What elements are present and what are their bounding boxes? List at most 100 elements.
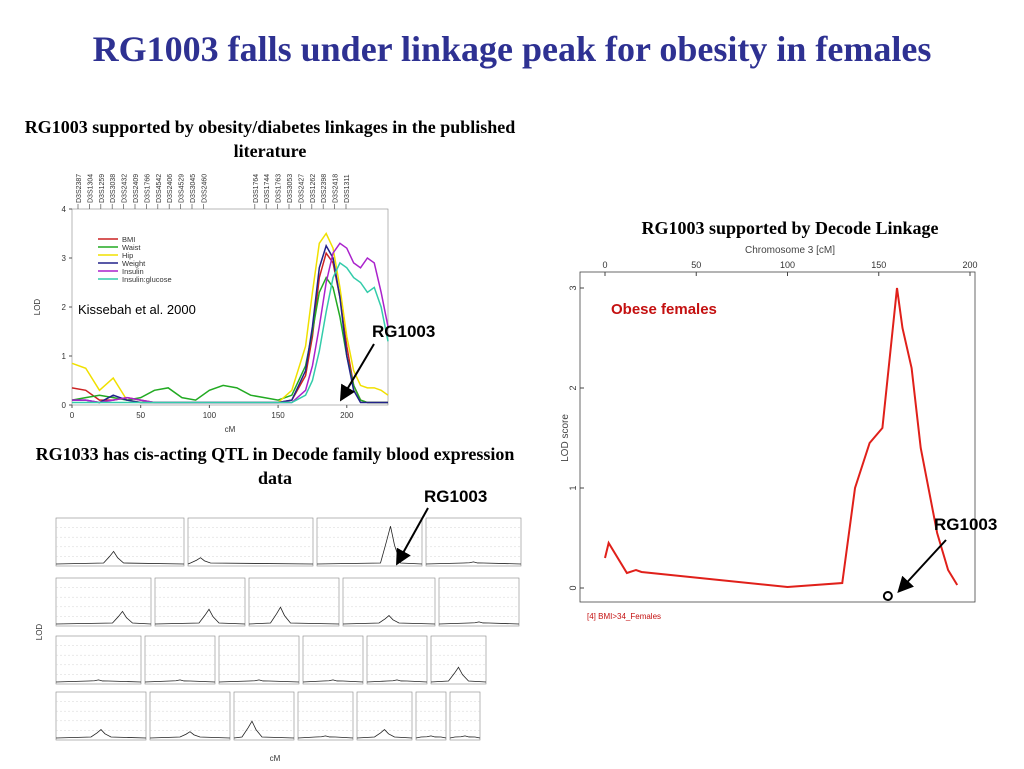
qtl-trace: [149, 731, 231, 739]
left-bottom-caption: RG1033 has cis-acting QTL in Decode fami…: [35, 444, 515, 488]
x-axis-label: cM: [225, 425, 236, 434]
arrow-kissebah: [339, 343, 375, 402]
rg1003-label-decode: RG1003: [934, 515, 998, 534]
marker-label: D3S1262: [310, 174, 317, 203]
marker-label: D3S2406: [167, 174, 174, 203]
x-tick-label: 200: [340, 411, 354, 420]
qtl-panel: [449, 691, 481, 741]
arrow-grid: [396, 507, 429, 566]
qtl-panel: [415, 691, 447, 741]
left-top-caption: RG1003 supported by obesity/diabetes lin…: [24, 117, 516, 161]
slide-title: RG1003 falls under linkage peak for obes…: [92, 29, 932, 69]
cis-qtl-grid: LOD cM: [30, 512, 530, 764]
qtl-panel: [55, 691, 147, 741]
marker-label: D3S2398: [321, 174, 328, 203]
legend-entry: Insulin:glucose: [122, 275, 172, 284]
legend-entry: Hip: [122, 251, 133, 260]
grid-x-axis-label: cM: [270, 754, 281, 763]
decode-lod-line: [604, 287, 959, 589]
qtl-panel: [425, 517, 522, 567]
x-tick-label: 100: [780, 260, 795, 270]
marker-label: D3S1764: [253, 174, 260, 203]
qtl-trace: [425, 561, 522, 565]
marker-label: D3S3038: [110, 174, 117, 203]
qtl-trace: [366, 679, 428, 683]
y-tick-label: 3: [62, 254, 67, 263]
qtl-panel: [55, 635, 142, 685]
qtl-trace: [233, 720, 295, 739]
qtl-panel: [438, 577, 520, 627]
qtl-trace: [415, 735, 447, 739]
x-tick-label: 150: [271, 411, 285, 420]
qtl-trace: [55, 610, 152, 625]
y-tick-label: 0: [62, 401, 67, 410]
decode-plot-area: [579, 271, 976, 603]
marker-label: D3S1744: [264, 174, 271, 203]
citation-text: Kissebah et al. 2000: [78, 302, 196, 317]
qtl-trace: [154, 608, 246, 625]
decode-footer: [4] BMI>34_Females: [587, 612, 661, 621]
y-tick-label: 3: [568, 285, 578, 290]
marker-label: D3S2409: [133, 174, 140, 203]
qtl-panel: [154, 577, 246, 627]
qtl-trace: [55, 679, 142, 683]
qtl-trace: [297, 735, 354, 739]
marker-label: D3S1304: [87, 174, 94, 203]
marker-label: D3S3045: [190, 174, 197, 203]
qtl-trace: [438, 621, 520, 625]
decode-chart-title: Chromosome 3 [cM]: [745, 245, 835, 256]
x-tick-label: 100: [203, 411, 217, 420]
x-tick-label: 50: [136, 411, 145, 420]
y-tick-label: 4: [62, 205, 67, 214]
marker-label: D3S2432: [122, 174, 129, 203]
marker-label: D3S4529: [179, 174, 186, 203]
rg1003-label-grid: RG1003: [424, 487, 488, 506]
qtl-trace: [218, 679, 300, 683]
decode-chart-svg: Chromosome 3 [cM] 0 50 100 150 200 0 1 2 3 LOD sco…: [560, 245, 978, 621]
qtl-trace: [144, 679, 216, 683]
x-tick-label: 50: [691, 260, 701, 270]
qtl-panel: [233, 691, 295, 741]
rg1003-marker: [882, 591, 893, 601]
decode-chart: Chromosome 3 [cM] 0 50 100 150 200 0 1 2 3 LOD sco…: [555, 238, 995, 628]
marker-label: D3S2460: [201, 174, 208, 203]
cis-qtl-grid-svg: LOD cM: [35, 517, 522, 763]
marker-label: D3S2387: [76, 174, 83, 203]
y-tick-label: 1: [568, 485, 578, 490]
qtl-panel: [55, 577, 152, 627]
qtl-panel: [342, 577, 436, 627]
right-caption: RG1003 supported by Decode Linkage: [641, 218, 939, 238]
qtl-trace: [302, 679, 364, 683]
marker-label: D3S4542: [156, 174, 163, 203]
y-tick-label: 2: [62, 303, 67, 312]
y-tick-label: 1: [62, 352, 67, 361]
y-axis-label: LOD: [33, 299, 42, 316]
marker-label: D3S1766: [144, 174, 151, 203]
qtl-panel: [430, 635, 487, 685]
legend-entry: Insulin: [122, 267, 144, 276]
marker-label: D3S2427: [298, 174, 305, 203]
marker-label: D3S3053: [287, 174, 294, 203]
x-tick-label: 0: [602, 260, 607, 270]
marker-label: D3S1311: [344, 174, 351, 203]
qtl-panel: [297, 691, 354, 741]
rg1003-label-kissebah: RG1003: [372, 322, 436, 341]
x-tick-label: 0: [70, 411, 75, 420]
legend-entry: Waist: [122, 243, 141, 252]
marker-label: D3S2418: [333, 174, 340, 203]
qtl-trace: [430, 666, 487, 683]
y-tick-label: 2: [568, 385, 578, 390]
x-tick-label: 200: [962, 260, 977, 270]
legend-entry: Weight: [122, 259, 146, 268]
x-tick-label: 150: [871, 260, 886, 270]
panel-label: Obese females: [611, 301, 717, 318]
qtl-trace: [55, 729, 147, 739]
qtl-trace: [187, 557, 314, 565]
marker-label: D3S1763: [276, 174, 283, 203]
legend-entry: BMI: [122, 235, 135, 244]
qtl-trace: [342, 615, 436, 625]
series-line: [72, 261, 389, 404]
qtl-trace: [449, 735, 481, 739]
arrow-decode: [897, 539, 947, 593]
grid-y-axis-label: LOD: [35, 624, 44, 641]
